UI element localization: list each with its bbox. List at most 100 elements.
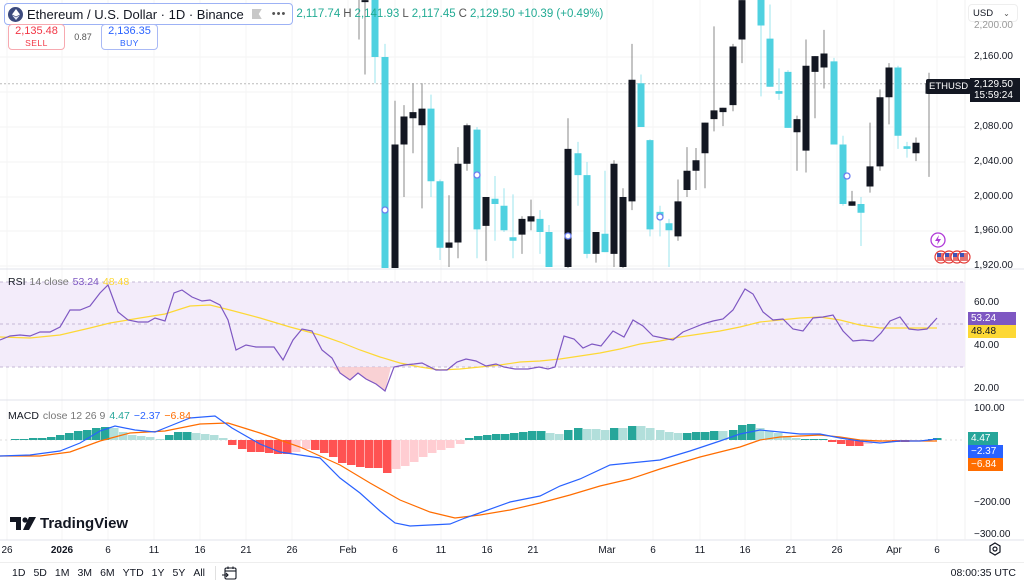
trade-panel: 2,135.48 SELL 0.87 2,136.35 BUY — [8, 24, 158, 50]
macd-histogram-bar — [374, 440, 383, 468]
range-ytd[interactable]: YTD — [122, 566, 144, 579]
macd-hist-value: 4.47 — [109, 410, 130, 422]
macd-histogram-bar — [311, 440, 320, 450]
rsi-value-tag: 53.24 — [968, 312, 1016, 325]
macd-line-value: −2.37 — [133, 410, 161, 422]
candle-body — [692, 160, 700, 171]
time-axis-label: 21 — [785, 545, 797, 556]
candle-body — [757, 0, 765, 26]
macd-histogram-bar — [392, 440, 401, 469]
time-axis-label: 11 — [435, 545, 447, 556]
last-price-tag: 2,129.50 15:59:24 — [970, 78, 1020, 102]
tradingview-logo[interactable]: TradingView — [10, 515, 128, 532]
candle-body — [738, 0, 746, 40]
macd-histogram-bar — [419, 440, 428, 457]
candle-body — [820, 53, 828, 68]
range-all[interactable]: All — [193, 566, 206, 579]
range-1m[interactable]: 1M — [54, 566, 70, 579]
rsi-legend[interactable]: RSI 14 close 53.24 48.48 — [8, 276, 129, 288]
candle-body — [564, 148, 572, 267]
macd-histogram-bar — [192, 433, 201, 440]
sell-label: SELL — [25, 38, 48, 49]
more-options-icon[interactable]: ••• — [271, 8, 287, 20]
flag-icon[interactable] — [251, 9, 262, 19]
close-value: 2,129.50 — [469, 8, 515, 20]
macd-histogram-bar — [683, 433, 692, 440]
candle-body — [518, 218, 526, 235]
range-6m[interactable]: 6M — [100, 566, 115, 579]
macd-hist-tag: 4.47 — [968, 432, 998, 445]
bottom-toolbar: 1D 5D 1M 3M 6M YTD 1Y 5Y All 08:00:35 UT… — [0, 562, 1024, 582]
range-1y[interactable]: 1Y — [151, 566, 165, 579]
candle-body — [463, 125, 471, 164]
utc-clock[interactable]: 08:00:35 UTC — [950, 566, 1016, 579]
macd-signal-line — [0, 422, 937, 519]
settings-icon[interactable] — [988, 542, 1002, 556]
rsi-tick: 40.00 — [974, 340, 1000, 351]
macd-histogram-bar — [756, 428, 765, 440]
candle-body — [628, 79, 636, 202]
candle-body — [674, 201, 682, 237]
time-axis-label: Feb — [339, 545, 357, 556]
macd-histogram-bar — [410, 440, 419, 462]
range-5y[interactable]: 5Y — [172, 566, 186, 579]
tradingview-wordmark: TradingView — [40, 515, 129, 532]
candle-body — [793, 119, 801, 133]
macd-histogram-bar — [47, 437, 56, 440]
candle-body — [857, 204, 865, 213]
range-1d[interactable]: 1D — [12, 566, 26, 579]
candle-body — [473, 129, 481, 230]
macd-line-tag: −2.37 — [968, 445, 1003, 458]
macd-histogram-bar — [101, 427, 110, 440]
close-label: C — [458, 8, 467, 20]
macd-signal-value: −6.84 — [164, 410, 191, 422]
currency-selector[interactable]: USD ⌄ — [968, 4, 1018, 22]
candle-body — [536, 218, 544, 232]
macd-histogram-bar — [574, 428, 583, 440]
macd-histogram-bar — [29, 438, 38, 440]
macd-histogram-bar — [210, 435, 219, 440]
goto-date-calendar-icon[interactable] — [222, 566, 238, 580]
macd-histogram-bar — [801, 439, 810, 440]
macd-histogram-bar — [437, 440, 446, 450]
macd-histogram-bar — [665, 432, 674, 440]
rsi-ma-tag: 48.48 — [968, 325, 1016, 338]
macd-histogram-bar — [174, 432, 183, 440]
time-axis-label: 21 — [240, 545, 252, 556]
macd-line — [0, 415, 938, 527]
macd-histogram-bar — [674, 433, 683, 440]
macd-histogram-bar — [783, 436, 792, 440]
buy-button[interactable]: 2,136.35 BUY — [101, 24, 158, 50]
symbol-selector[interactable]: Ethereum / U.S. Dollar · 1D · Binance ••… — [4, 3, 294, 25]
macd-histogram-bar — [710, 431, 719, 440]
price-tick: 1,920.00 — [974, 260, 1013, 271]
candle-body — [637, 83, 645, 127]
candle-body — [482, 197, 490, 226]
candle-body — [710, 110, 718, 120]
macd-legend[interactable]: MACD close 12 26 9 4.47 −2.37 −6.84 — [8, 410, 191, 422]
event-marker-icon — [656, 213, 664, 221]
candle-body — [894, 67, 902, 136]
candle-body — [903, 146, 911, 149]
macd-histogram-bar — [156, 439, 165, 440]
symbol-title: Ethereum / U.S. Dollar · 1D · Binance — [27, 6, 244, 22]
last-price-value: 2,129.50 — [974, 79, 1013, 90]
macd-histogram-bar — [619, 428, 628, 440]
range-3m[interactable]: 3M — [77, 566, 93, 579]
rsi-value: 53.24 — [72, 276, 99, 288]
sell-button[interactable]: 2,135.48 SELL — [8, 24, 65, 50]
buy-label: BUY — [120, 38, 139, 49]
macd-histogram-bar — [501, 434, 510, 440]
macd-histogram-bar — [738, 425, 747, 440]
price-tick: 2,160.00 — [974, 51, 1013, 62]
macd-histogram-bar — [283, 440, 292, 454]
macd-histogram-bar — [792, 438, 801, 440]
range-5d[interactable]: 5D — [33, 566, 47, 579]
bar-countdown: 15:59:24 — [974, 90, 1013, 101]
candle-body — [491, 198, 499, 204]
macd-histogram-bar — [228, 440, 237, 445]
sell-price: 2,135.48 — [15, 25, 58, 38]
macd-histogram-bar — [446, 440, 455, 448]
